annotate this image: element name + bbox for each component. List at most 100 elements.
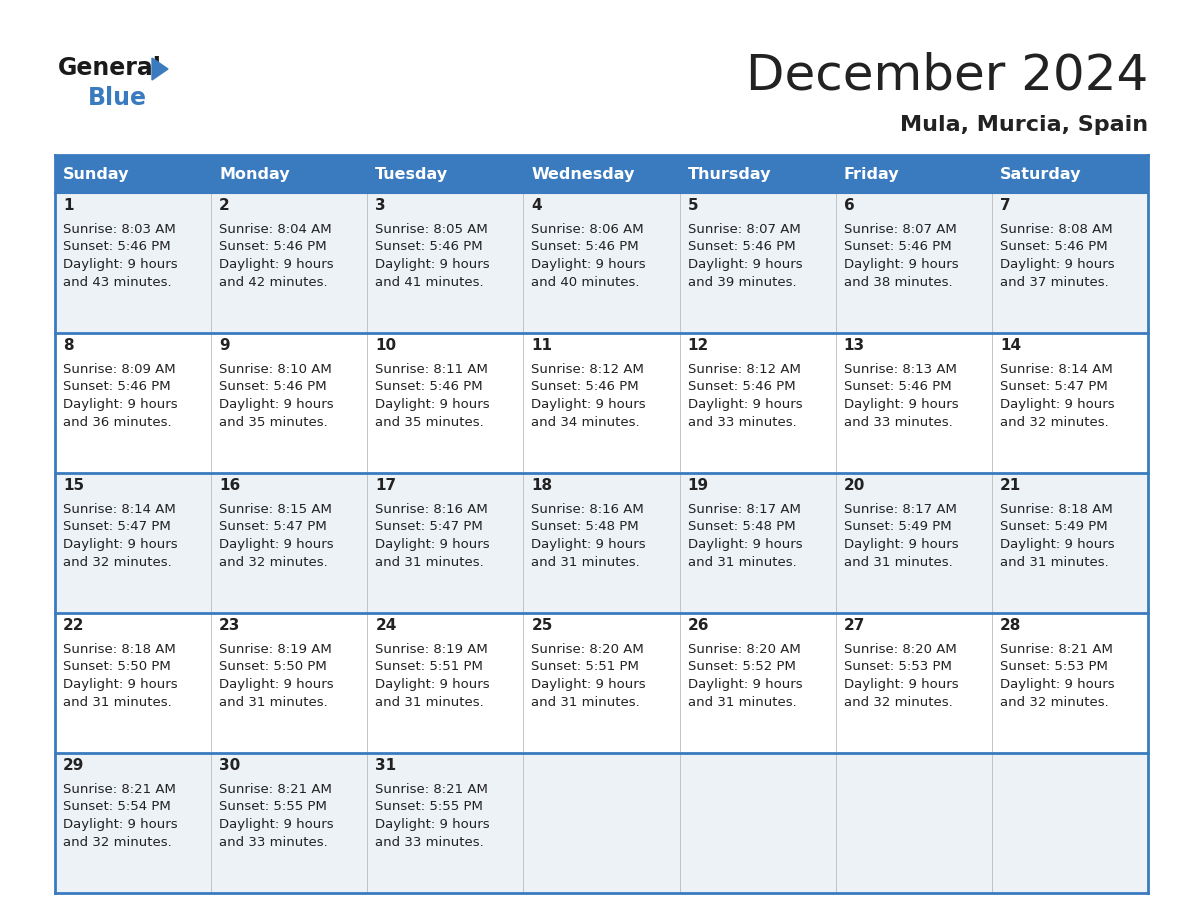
Text: Sunset: 5:46 PM: Sunset: 5:46 PM: [843, 241, 952, 253]
Text: Sunrise: 8:11 AM: Sunrise: 8:11 AM: [375, 363, 488, 376]
Text: Sunset: 5:49 PM: Sunset: 5:49 PM: [1000, 521, 1107, 533]
Text: Sunset: 5:47 PM: Sunset: 5:47 PM: [1000, 380, 1107, 394]
Text: Sunrise: 8:21 AM: Sunrise: 8:21 AM: [375, 783, 488, 796]
Text: Daylight: 9 hours: Daylight: 9 hours: [375, 818, 489, 831]
Text: Sunrise: 8:07 AM: Sunrise: 8:07 AM: [843, 223, 956, 236]
Text: 8: 8: [63, 339, 74, 353]
Text: 31: 31: [375, 758, 397, 774]
Text: and 31 minutes.: and 31 minutes.: [688, 555, 796, 568]
Text: 26: 26: [688, 619, 709, 633]
Text: and 39 minutes.: and 39 minutes.: [688, 275, 796, 288]
Text: 11: 11: [531, 339, 552, 353]
Text: Sunrise: 8:12 AM: Sunrise: 8:12 AM: [531, 363, 644, 376]
Text: 23: 23: [219, 619, 240, 633]
Text: 14: 14: [1000, 339, 1020, 353]
Text: Sunset: 5:48 PM: Sunset: 5:48 PM: [688, 521, 795, 533]
Text: Daylight: 9 hours: Daylight: 9 hours: [1000, 538, 1114, 551]
Text: and 32 minutes.: and 32 minutes.: [1000, 696, 1108, 709]
Text: and 31 minutes.: and 31 minutes.: [531, 555, 640, 568]
Text: Daylight: 9 hours: Daylight: 9 hours: [63, 678, 178, 691]
Text: Sunrise: 8:14 AM: Sunrise: 8:14 AM: [63, 503, 176, 516]
Text: and 43 minutes.: and 43 minutes.: [63, 275, 171, 288]
Text: 13: 13: [843, 339, 865, 353]
Text: 4: 4: [531, 198, 542, 214]
Bar: [524, 155, 680, 193]
Text: 16: 16: [219, 478, 240, 494]
Text: Daylight: 9 hours: Daylight: 9 hours: [63, 398, 178, 411]
Text: and 31 minutes.: and 31 minutes.: [219, 696, 328, 709]
Text: Daylight: 9 hours: Daylight: 9 hours: [219, 818, 334, 831]
Text: Sunrise: 8:17 AM: Sunrise: 8:17 AM: [843, 503, 956, 516]
Text: and 32 minutes.: and 32 minutes.: [63, 835, 172, 848]
Text: Sunset: 5:46 PM: Sunset: 5:46 PM: [375, 380, 482, 394]
Text: Sunrise: 8:18 AM: Sunrise: 8:18 AM: [1000, 503, 1113, 516]
Text: and 31 minutes.: and 31 minutes.: [63, 696, 172, 709]
Bar: [55, 753, 1148, 893]
Text: Sunrise: 8:16 AM: Sunrise: 8:16 AM: [531, 503, 644, 516]
Text: Sunset: 5:48 PM: Sunset: 5:48 PM: [531, 521, 639, 533]
Text: Daylight: 9 hours: Daylight: 9 hours: [375, 398, 489, 411]
Bar: [992, 155, 1148, 193]
Text: Daylight: 9 hours: Daylight: 9 hours: [219, 538, 334, 551]
Text: Sunset: 5:46 PM: Sunset: 5:46 PM: [63, 380, 171, 394]
Text: Daylight: 9 hours: Daylight: 9 hours: [531, 258, 646, 271]
Text: Daylight: 9 hours: Daylight: 9 hours: [688, 398, 802, 411]
Text: Sunrise: 8:05 AM: Sunrise: 8:05 AM: [375, 223, 488, 236]
Text: Daylight: 9 hours: Daylight: 9 hours: [843, 678, 959, 691]
Text: and 32 minutes.: and 32 minutes.: [63, 555, 172, 568]
Text: Daylight: 9 hours: Daylight: 9 hours: [63, 258, 178, 271]
Text: and 31 minutes.: and 31 minutes.: [843, 555, 953, 568]
Text: Daylight: 9 hours: Daylight: 9 hours: [843, 538, 959, 551]
Text: 6: 6: [843, 198, 854, 214]
Text: Monday: Monday: [219, 166, 290, 182]
Text: Sunset: 5:53 PM: Sunset: 5:53 PM: [843, 660, 952, 674]
Text: Daylight: 9 hours: Daylight: 9 hours: [375, 678, 489, 691]
Text: 9: 9: [219, 339, 229, 353]
Text: Sunrise: 8:20 AM: Sunrise: 8:20 AM: [843, 643, 956, 656]
Bar: [55, 473, 1148, 613]
Bar: [55, 155, 211, 193]
Text: Sunday: Sunday: [63, 166, 129, 182]
Text: Sunset: 5:46 PM: Sunset: 5:46 PM: [375, 241, 482, 253]
Text: Tuesday: Tuesday: [375, 166, 448, 182]
Text: Sunrise: 8:17 AM: Sunrise: 8:17 AM: [688, 503, 801, 516]
Text: Daylight: 9 hours: Daylight: 9 hours: [375, 258, 489, 271]
Text: Sunrise: 8:08 AM: Sunrise: 8:08 AM: [1000, 223, 1112, 236]
Text: and 35 minutes.: and 35 minutes.: [375, 416, 484, 429]
Text: Sunset: 5:46 PM: Sunset: 5:46 PM: [531, 380, 639, 394]
Text: Sunrise: 8:21 AM: Sunrise: 8:21 AM: [219, 783, 331, 796]
Text: and 33 minutes.: and 33 minutes.: [688, 416, 796, 429]
Text: 29: 29: [63, 758, 84, 774]
Text: Sunrise: 8:03 AM: Sunrise: 8:03 AM: [63, 223, 176, 236]
Text: Daylight: 9 hours: Daylight: 9 hours: [1000, 258, 1114, 271]
Text: Sunset: 5:50 PM: Sunset: 5:50 PM: [219, 660, 327, 674]
Text: Sunset: 5:49 PM: Sunset: 5:49 PM: [843, 521, 952, 533]
Text: Thursday: Thursday: [688, 166, 771, 182]
Text: Daylight: 9 hours: Daylight: 9 hours: [531, 678, 646, 691]
Text: 10: 10: [375, 339, 397, 353]
Text: Sunrise: 8:06 AM: Sunrise: 8:06 AM: [531, 223, 644, 236]
Text: Daylight: 9 hours: Daylight: 9 hours: [688, 258, 802, 271]
Text: and 33 minutes.: and 33 minutes.: [843, 416, 953, 429]
Text: Sunset: 5:53 PM: Sunset: 5:53 PM: [1000, 660, 1107, 674]
Text: Sunrise: 8:20 AM: Sunrise: 8:20 AM: [531, 643, 644, 656]
Bar: [680, 155, 835, 193]
Text: Sunrise: 8:21 AM: Sunrise: 8:21 AM: [63, 783, 176, 796]
Text: 22: 22: [63, 619, 84, 633]
Text: 7: 7: [1000, 198, 1011, 214]
Text: Sunset: 5:51 PM: Sunset: 5:51 PM: [531, 660, 639, 674]
Text: and 42 minutes.: and 42 minutes.: [219, 275, 328, 288]
Text: 5: 5: [688, 198, 699, 214]
Text: Daylight: 9 hours: Daylight: 9 hours: [843, 258, 959, 271]
Text: 18: 18: [531, 478, 552, 494]
Text: 28: 28: [1000, 619, 1022, 633]
Text: Sunset: 5:46 PM: Sunset: 5:46 PM: [843, 380, 952, 394]
Text: Daylight: 9 hours: Daylight: 9 hours: [531, 398, 646, 411]
Text: Sunset: 5:54 PM: Sunset: 5:54 PM: [63, 800, 171, 813]
Text: Sunset: 5:47 PM: Sunset: 5:47 PM: [63, 521, 171, 533]
Text: Daylight: 9 hours: Daylight: 9 hours: [1000, 678, 1114, 691]
Text: 20: 20: [843, 478, 865, 494]
Text: and 31 minutes.: and 31 minutes.: [688, 696, 796, 709]
Text: and 32 minutes.: and 32 minutes.: [1000, 416, 1108, 429]
Text: Wednesday: Wednesday: [531, 166, 634, 182]
